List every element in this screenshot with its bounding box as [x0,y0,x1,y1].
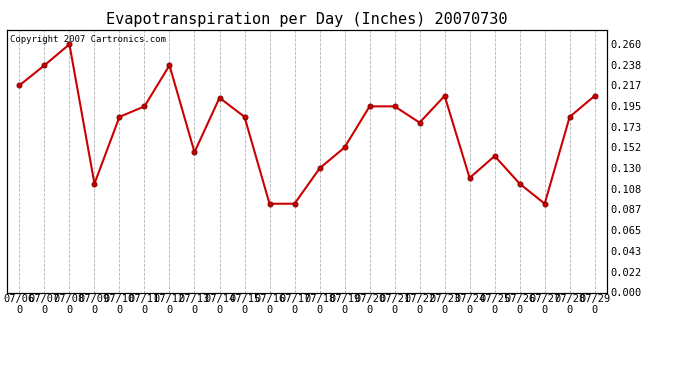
Title: Evapotranspiration per Day (Inches) 20070730: Evapotranspiration per Day (Inches) 2007… [106,12,508,27]
Text: Copyright 2007 Cartronics.com: Copyright 2007 Cartronics.com [10,35,166,44]
